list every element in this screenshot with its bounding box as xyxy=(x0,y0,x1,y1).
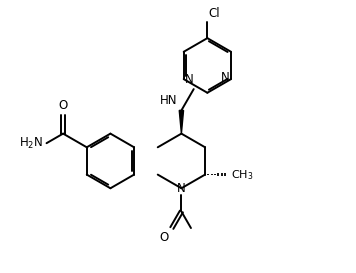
Text: N: N xyxy=(185,73,194,86)
Text: N: N xyxy=(221,71,230,84)
Text: Cl: Cl xyxy=(209,7,220,20)
Text: H$_2$N: H$_2$N xyxy=(19,136,43,151)
Text: O: O xyxy=(58,99,68,112)
Text: N: N xyxy=(177,182,186,195)
Polygon shape xyxy=(179,110,184,133)
Text: O: O xyxy=(160,231,169,244)
Text: HN: HN xyxy=(159,94,177,107)
Text: CH$_3$: CH$_3$ xyxy=(231,168,253,182)
